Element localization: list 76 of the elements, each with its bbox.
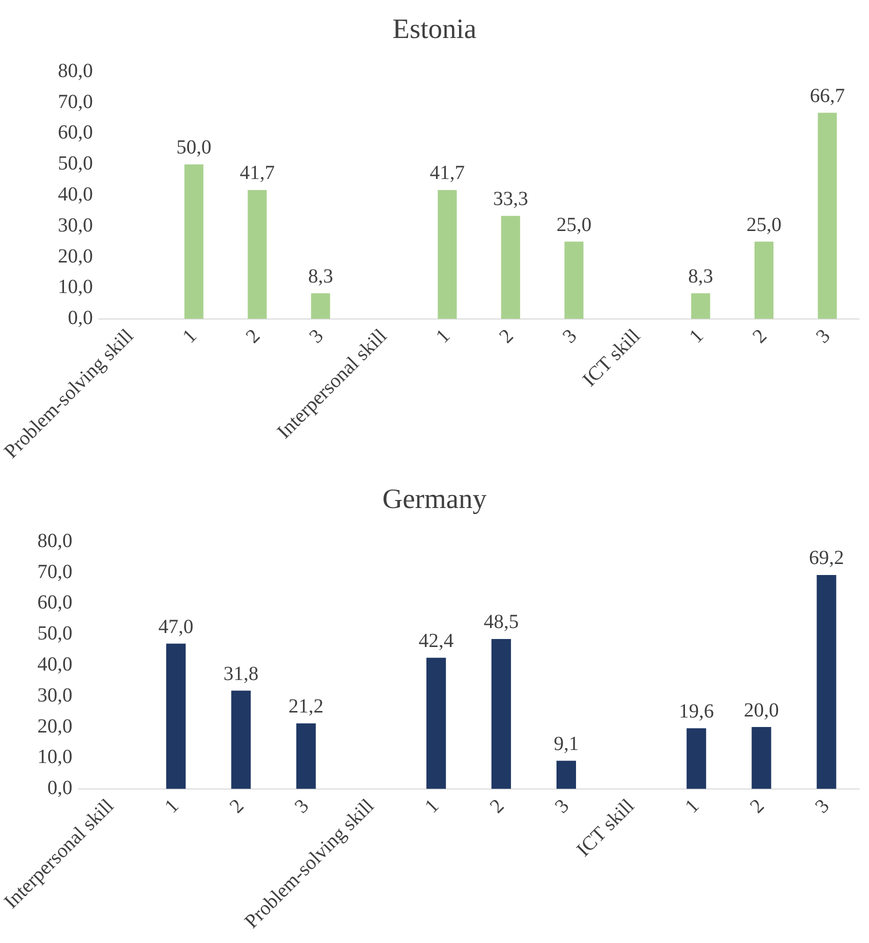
x-tick-label: 1 <box>685 325 708 348</box>
data-label: 50,0 <box>176 136 212 159</box>
y-tick-label: 40,0 <box>37 653 72 676</box>
x-tick-label: 2 <box>226 795 248 818</box>
chart-title: Germany <box>382 484 487 516</box>
data-label: 69,2 <box>808 547 844 570</box>
data-label: 42,4 <box>418 630 454 652</box>
bar <box>556 760 576 789</box>
bar <box>184 164 204 319</box>
x-tick-label: ICT skill <box>572 794 639 862</box>
bar <box>438 190 457 319</box>
bar <box>564 242 584 319</box>
data-label: 25,0 <box>556 214 592 236</box>
data-label: 48,5 <box>484 611 519 634</box>
y-tick-label: 60,0 <box>37 592 72 614</box>
bar <box>818 112 837 319</box>
data-label: 33,3 <box>493 188 528 210</box>
x-tick-label: 2 <box>746 795 769 818</box>
y-tick-label: 20,0 <box>37 715 72 738</box>
x-tick-label: 2 <box>242 325 264 348</box>
x-tick-label: 1 <box>160 795 184 818</box>
y-tick-label: 0,0 <box>68 307 93 330</box>
y-tick-label: 30,0 <box>58 214 93 236</box>
x-tick-label: 1 <box>680 795 704 818</box>
bar <box>231 690 251 789</box>
x-tick-label: 3 <box>550 795 574 818</box>
data-label: 41,7 <box>240 162 275 184</box>
data-label: 47,0 <box>158 616 194 638</box>
x-tick-label: 2 <box>495 325 518 348</box>
bar <box>426 658 446 789</box>
data-label: 31,8 <box>223 662 258 685</box>
data-label: 8,3 <box>688 265 714 288</box>
data-label: 8,3 <box>308 265 334 288</box>
y-tick-label: 60,0 <box>58 122 93 144</box>
y-tick-label: 10,0 <box>58 276 93 298</box>
y-tick-label: 30,0 <box>37 684 72 706</box>
x-tick-label: 1 <box>432 325 455 348</box>
data-label: 25,0 <box>746 214 782 236</box>
x-tick-label: 3 <box>290 795 314 818</box>
y-tick-label: 20,0 <box>58 245 93 268</box>
bar <box>686 728 706 789</box>
bar <box>501 216 520 319</box>
data-label: 19,6 <box>678 700 714 723</box>
x-tick-label: 3 <box>812 325 835 348</box>
chart-title: Estonia <box>392 14 478 46</box>
y-tick-label: 0,0 <box>47 777 72 800</box>
y-tick-label: 10,0 <box>37 746 72 768</box>
bar <box>311 293 330 319</box>
data-label: 66,7 <box>810 84 845 107</box>
x-tick-label: 3 <box>811 795 834 818</box>
bar <box>691 293 710 319</box>
x-tick-label: 1 <box>178 325 202 348</box>
data-label: 41,7 <box>430 162 465 184</box>
y-tick-label: 40,0 <box>58 183 93 206</box>
y-tick-label: 70,0 <box>58 90 93 113</box>
bar <box>296 723 316 789</box>
x-tick-label: 2 <box>748 325 772 348</box>
bar <box>752 727 772 789</box>
y-tick-label: 50,0 <box>37 622 72 645</box>
data-label: 20,0 <box>744 699 779 722</box>
y-tick-label: 80,0 <box>37 530 72 552</box>
y-tick-label: 70,0 <box>37 560 72 583</box>
bar <box>248 190 267 319</box>
bar <box>754 242 774 319</box>
bar <box>166 644 186 789</box>
data-label: 9,1 <box>554 732 579 755</box>
y-tick-label: 80,0 <box>58 60 93 82</box>
x-tick-label: ICT skill <box>578 324 645 392</box>
y-tick-label: 50,0 <box>58 152 93 175</box>
bar <box>491 638 511 789</box>
data-label: 21,2 <box>288 696 324 718</box>
bar <box>816 574 836 789</box>
x-tick-label: 1 <box>420 795 444 818</box>
x-tick-label: 3 <box>305 325 328 348</box>
x-tick-label: 3 <box>558 325 582 348</box>
x-tick-label: 2 <box>486 795 508 818</box>
